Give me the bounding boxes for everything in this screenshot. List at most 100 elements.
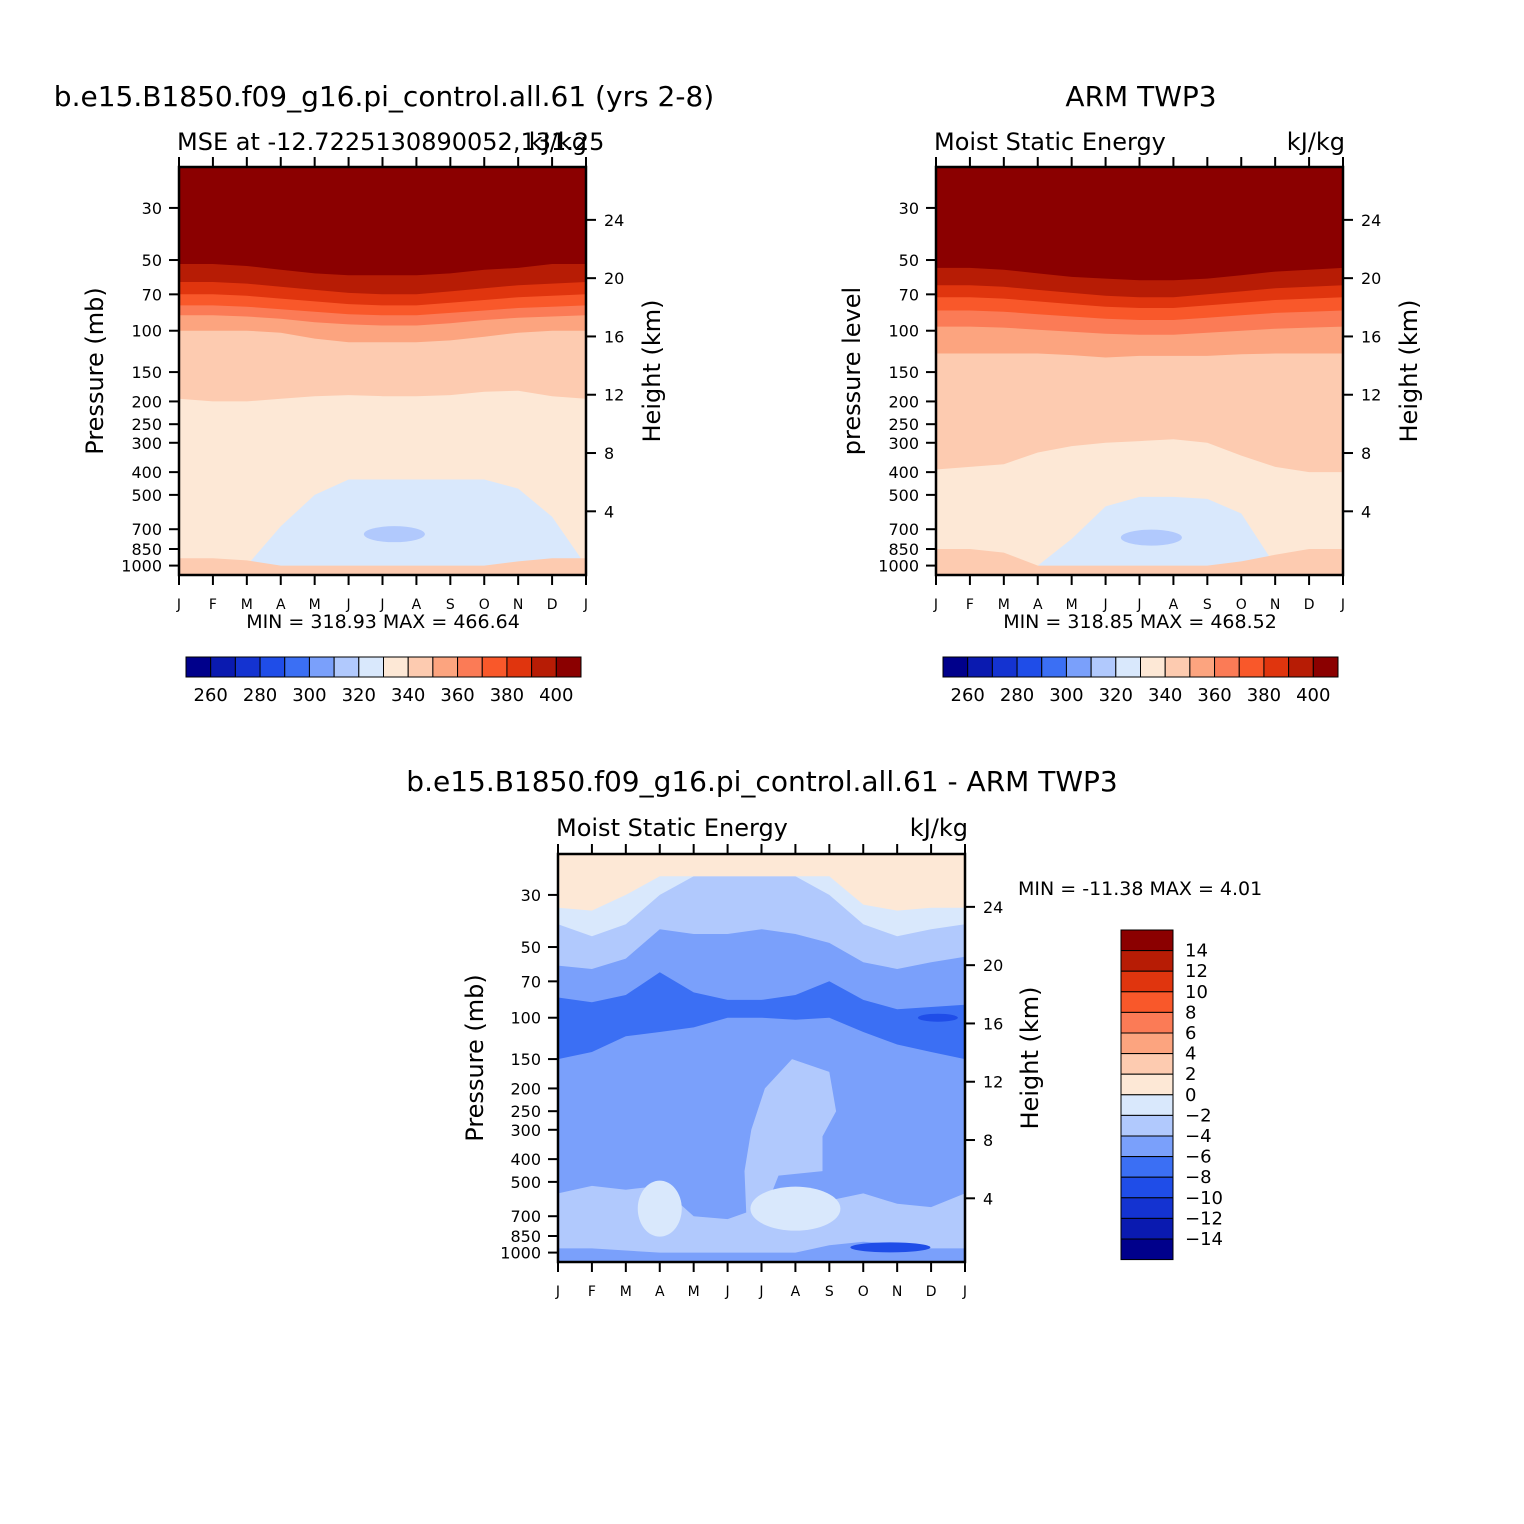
y2-tick-label: 8: [604, 444, 614, 463]
colorbar-cell: [1120, 929, 1174, 952]
x-tick-label: A: [1033, 597, 1043, 613]
y-tick-label: 70: [521, 972, 541, 991]
colorbar-cell: [185, 656, 212, 678]
colorbar-label: 400: [539, 685, 573, 706]
x-tick-label: M: [309, 597, 321, 613]
panel-obs-title: ARM TWP3: [1065, 80, 1216, 113]
panel-model-title: b.e15.B1850.f09_g16.pi_control.all.61 (y…: [54, 80, 714, 113]
y2-tick-label: 24: [983, 898, 1003, 917]
x-tick-label: F: [966, 597, 974, 613]
colorbar-cell: [1065, 656, 1092, 678]
colorbar-cell: [308, 656, 335, 678]
y-tick-label: 70: [899, 285, 919, 304]
y-tick-label: 700: [131, 520, 162, 539]
y-tick-label: 250: [888, 415, 919, 434]
colorbar-cell: [1120, 991, 1174, 1013]
colorbar-label: 4: [1185, 1044, 1196, 1065]
panel-diff-subtitle-right: kJ/kg: [910, 814, 968, 842]
colorbar-cell: [1016, 656, 1043, 678]
x-tick-label: M: [688, 1284, 700, 1300]
y-tick-label: 50: [521, 938, 541, 957]
colorbar-label: 10: [1185, 982, 1208, 1003]
x-tick-label: J: [962, 1284, 967, 1300]
x-tick-label: J: [1136, 597, 1141, 613]
x-tick-label: A: [655, 1284, 665, 1300]
y-tick-label: 300: [510, 1121, 541, 1140]
contour-band-0-2: [558, 854, 965, 911]
colorbar-label: −12: [1185, 1208, 1223, 1229]
colorbar-cell: [1120, 1217, 1174, 1240]
y-tick-label: 500: [131, 486, 162, 505]
panel-model-stats: MIN = 318.93 MAX = 466.64: [246, 611, 520, 633]
y-tick-label: 500: [888, 486, 919, 505]
contour-min-100mb: [917, 1013, 958, 1022]
colorbar-label: 340: [1148, 685, 1182, 706]
x-tick-label: N: [892, 1284, 902, 1300]
y-tick-label: 150: [510, 1050, 541, 1069]
y-tick-label: 850: [888, 540, 919, 559]
y-tick-label: 30: [142, 199, 162, 218]
colorbar-cell: [991, 656, 1018, 678]
panel-diff-title: b.e15.B1850.f09_g16.pi_control.all.61 - …: [406, 765, 1117, 798]
colorbar-label: 280: [243, 685, 277, 706]
y-tick-label: 500: [510, 1173, 541, 1192]
contour-surface-band: [179, 558, 586, 575]
colorbar-label: 14: [1185, 941, 1208, 962]
x-tick-label: A: [276, 597, 286, 613]
colorbar-label: 300: [292, 685, 326, 706]
contour-core-310: [1120, 529, 1182, 546]
panel-model: b.e15.B1850.f09_g16.pi_control.all.61 (y…: [54, 80, 714, 706]
colorbar-label: 340: [391, 685, 425, 706]
contour-core-310: [363, 526, 425, 543]
y2-tick-label: 4: [604, 502, 614, 521]
y-tick-label: 850: [131, 540, 162, 559]
x-tick-label: J: [725, 1284, 730, 1300]
y2-tick-label: 24: [1361, 211, 1381, 230]
y-tick-label: 250: [131, 415, 162, 434]
colorbar-label: 300: [1049, 685, 1083, 706]
y2-tick-label: 16: [1361, 327, 1381, 346]
colorbar-label: 260: [194, 685, 228, 706]
colorbar-cell: [506, 656, 533, 678]
y2-tick-label: 16: [604, 327, 624, 346]
x-tick-label: D: [1304, 597, 1315, 613]
panel-obs-subtitle-left: Moist Static Energy: [934, 128, 1166, 156]
panel-obs-y2label: Height (km): [1395, 300, 1423, 443]
panel-model-y2label: Height (km): [638, 300, 666, 443]
y-tick-label: 400: [131, 463, 162, 482]
colorbar-cell: [1120, 1197, 1174, 1219]
colorbar-label: −2: [1185, 1105, 1212, 1126]
colorbar-cell: [383, 656, 409, 678]
colorbar-cell: [1120, 1011, 1174, 1034]
colorbar-cell: [234, 656, 261, 678]
contour-band-above-400: [179, 167, 586, 276]
colorbar-cell: [1120, 1053, 1174, 1075]
y-tick-label: 1000: [878, 557, 919, 576]
x-tick-label: J: [1103, 597, 1108, 613]
colorbar-label: 0: [1185, 1085, 1196, 1106]
colorbar-label: −6: [1185, 1147, 1212, 1168]
colorbar-cell: [1120, 1156, 1174, 1178]
panel-obs: ARM TWP3 Moist Static Energy kJ/kg 30 50 7…: [838, 80, 1423, 706]
panel-model-ylabel: Pressure (mb): [81, 287, 109, 454]
colorbar-cell: [1120, 1094, 1174, 1116]
contour-tongue-neg4-neg2: [744, 1059, 837, 1253]
x-tick-label: A: [1169, 597, 1179, 613]
colorbar-cell: [555, 656, 582, 678]
y-tick-label: 100: [510, 1009, 541, 1028]
y-tick-label: 700: [510, 1207, 541, 1226]
x-tick-label: J: [758, 1284, 763, 1300]
x-tick-label: S: [1203, 597, 1212, 613]
colorbar-label: 2: [1185, 1064, 1196, 1085]
panel-model-subtitle-left: MSE at -12.7225130890052,131.25: [177, 128, 604, 156]
y-tick-label: 300: [888, 434, 919, 453]
colorbar-cell: [531, 656, 557, 678]
colorbar-label: 380: [1247, 685, 1281, 706]
colorbar-cell: [1189, 656, 1216, 678]
colorbar-cell: [481, 656, 508, 678]
colorbar-cell: [284, 656, 310, 678]
colorbar-cell: [1288, 656, 1314, 678]
